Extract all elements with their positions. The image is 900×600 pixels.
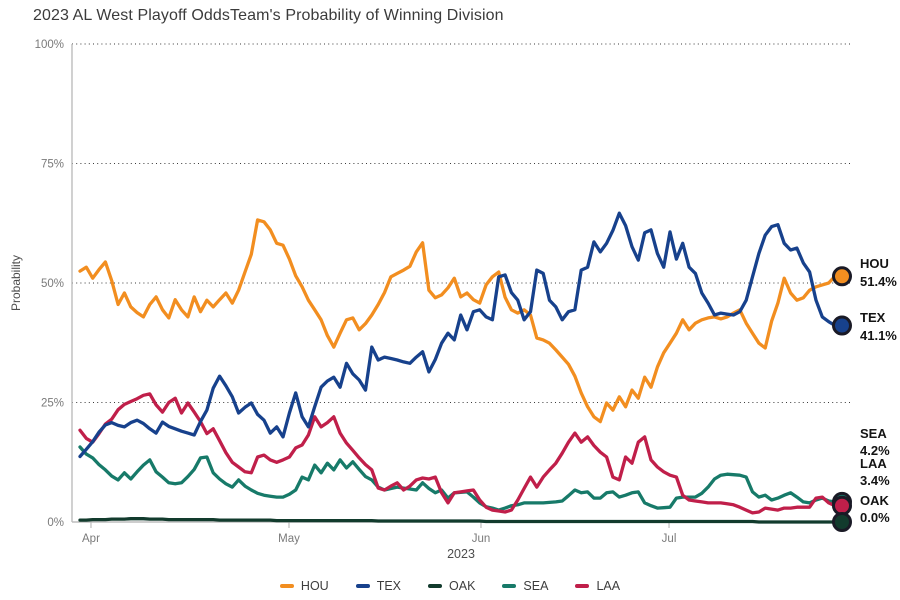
annotation-team-TEX: TEX	[860, 310, 886, 325]
legend-swatch-LAA	[575, 583, 590, 589]
legend-label: OAK	[449, 579, 476, 593]
chart-title-main: 2023 AL West Playoff Odds	[33, 7, 230, 24]
y-tick-label: 100%	[35, 39, 64, 51]
y-axis-title: Probability	[9, 255, 23, 311]
x-tick-label: Jul	[662, 533, 677, 545]
legend: HOU TEX OAK SEA LAA	[0, 579, 900, 593]
y-tick-label: 25%	[41, 398, 64, 410]
y-tick-label: 75%	[41, 159, 64, 171]
annotation-value-SEA: 4.2%	[860, 443, 890, 458]
series-line-HOU	[78, 218, 837, 424]
end-dot-HOU	[832, 266, 852, 287]
end-dot-LAA	[832, 495, 852, 516]
legend-item-TEX: TEX	[355, 579, 402, 593]
legend-item-HOU: HOU	[279, 579, 329, 593]
end-dot-TEX	[832, 315, 852, 336]
legend-item-SEA: SEA	[502, 579, 548, 593]
legend-label: SEA	[523, 579, 549, 593]
legend-swatch-HOU	[279, 583, 294, 589]
end-dot-OAK	[832, 512, 852, 532]
annotation-team-HOU: HOU	[860, 256, 889, 271]
legend-swatch-OAK	[428, 583, 443, 589]
series-line-OAK	[78, 517, 837, 524]
x-tick-label: Apr	[82, 533, 100, 545]
legend-swatch-SEA	[502, 583, 517, 589]
legend-label: LAA	[596, 579, 621, 593]
legend-label: HOU	[300, 579, 329, 593]
x-tick-label: May	[278, 533, 300, 545]
annotation-team-SEA: SEA	[860, 426, 887, 441]
legend-swatch-TEX	[355, 583, 370, 589]
series-line-LAA	[78, 392, 837, 515]
legend-label: TEX	[376, 579, 402, 593]
annotation-value-TEX: 41.1%	[860, 328, 897, 343]
y-tick-label: 0%	[47, 517, 64, 529]
series-line-TEX	[78, 211, 837, 459]
chart-title: 2023 AL West Playoff OddsTeam's Probabil…	[33, 5, 504, 27]
legend-item-OAK: OAK	[428, 579, 475, 593]
annotation-team-LAA: LAA	[860, 456, 887, 471]
legend-item-LAA: LAA	[575, 579, 620, 593]
y-tick-label: 50%	[41, 278, 64, 290]
x-axis-title: 2023	[447, 547, 475, 561]
annotation-value-OAK: 0.0%	[860, 510, 890, 525]
annotation-value-LAA: 3.4%	[860, 473, 890, 488]
annotation-value-HOU: 51.4%	[860, 274, 897, 289]
series-line-SEA	[78, 445, 837, 512]
annotation-team-OAK: OAK	[860, 493, 890, 508]
chart-subtitle: Team's Probability of Winning Division	[230, 7, 504, 24]
x-tick-label: Jun	[472, 533, 491, 545]
